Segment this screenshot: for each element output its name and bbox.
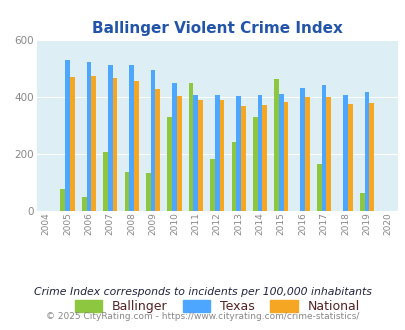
Bar: [188, 83, 193, 211]
Bar: [167, 117, 172, 211]
Bar: [150, 71, 155, 211]
Bar: [278, 94, 283, 211]
Bar: [219, 100, 224, 211]
Text: © 2025 CityRating.com - https://www.cityrating.com/crime-statistics/: © 2025 CityRating.com - https://www.city…: [46, 312, 359, 321]
Bar: [342, 94, 347, 211]
Bar: [198, 100, 202, 211]
Legend: Ballinger, Texas, National: Ballinger, Texas, National: [70, 295, 364, 318]
Title: Ballinger Violent Crime Index: Ballinger Violent Crime Index: [92, 21, 342, 36]
Bar: [112, 78, 117, 211]
Bar: [283, 102, 288, 211]
Bar: [176, 96, 181, 211]
Bar: [65, 60, 70, 211]
Bar: [210, 159, 214, 211]
Bar: [240, 106, 245, 211]
Bar: [231, 142, 236, 211]
Bar: [82, 197, 86, 211]
Bar: [214, 94, 219, 211]
Bar: [257, 95, 262, 211]
Bar: [91, 76, 96, 211]
Bar: [262, 105, 266, 211]
Bar: [236, 96, 240, 211]
Bar: [359, 193, 364, 211]
Bar: [146, 173, 150, 211]
Bar: [70, 77, 75, 211]
Bar: [316, 164, 321, 211]
Bar: [368, 103, 373, 211]
Bar: [274, 79, 278, 211]
Bar: [364, 92, 368, 211]
Bar: [129, 65, 134, 211]
Bar: [155, 88, 160, 211]
Bar: [304, 97, 309, 211]
Text: Crime Index corresponds to incidents per 100,000 inhabitants: Crime Index corresponds to incidents per…: [34, 287, 371, 297]
Bar: [172, 82, 176, 211]
Bar: [108, 65, 112, 211]
Bar: [326, 97, 330, 211]
Bar: [252, 117, 257, 211]
Bar: [124, 172, 129, 211]
Bar: [193, 94, 198, 211]
Bar: [103, 152, 108, 211]
Bar: [300, 88, 304, 211]
Bar: [134, 81, 139, 211]
Bar: [321, 85, 326, 211]
Bar: [347, 104, 352, 211]
Bar: [86, 62, 91, 211]
Bar: [60, 189, 65, 211]
